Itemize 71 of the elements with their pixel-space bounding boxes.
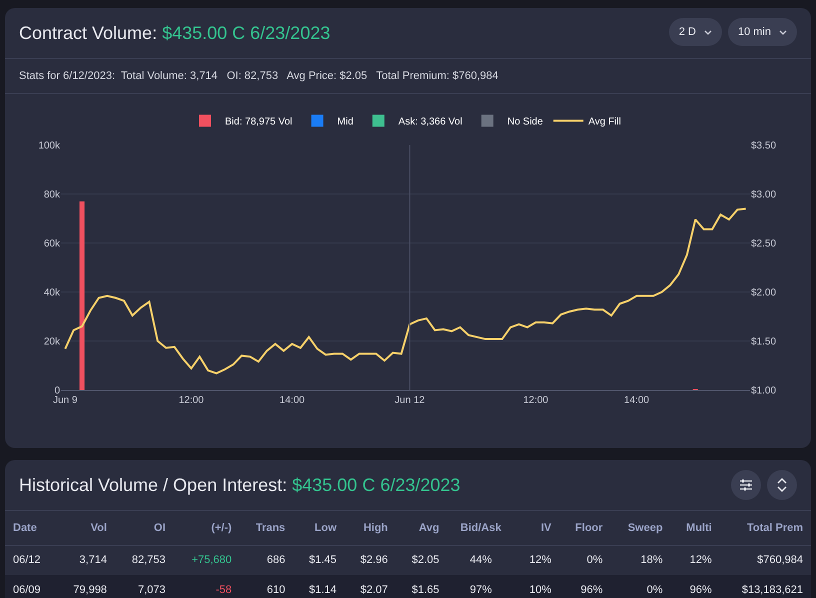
x-tick-label: 14:00 [280,395,306,406]
text: 82,753 [132,554,166,566]
text: 0% [586,554,603,566]
legend-label: Avg Fill [588,116,621,128]
text: $1.45 [309,554,337,566]
y-tick-label: 20k [44,336,61,348]
text: +75,680 [192,554,232,566]
y2-tick-label: $1.50 [751,336,776,348]
text: $2.07 [360,584,388,596]
chart-subtitle: Stats for 6/12/2023: Total Volume: 3,714 OI: 82,753 Avg Price: $2.05 Total Premium: $760,984 [5,59,811,94]
y2-tick-label: $1.00 [751,386,776,396]
text: 10 min [738,26,771,38]
text: 12% [690,554,712,566]
line-series [64,208,747,374]
y-tick-label: 60k [44,238,61,250]
text: $13,183,621 [742,584,803,596]
legend-label: Bid: 78,975 Vol [225,116,292,128]
text: Historical Volume / Open Interest: $435.00 C 6/23/2023 [19,474,460,496]
y-tick-label: 100k [38,140,61,152]
text: 3,714 [79,554,107,566]
x-tick-label: 12:00 [178,395,204,406]
text: $2.05 [412,554,440,566]
category-label: Total Prem [720,511,811,545]
text: 96% [580,584,603,596]
text: 79,998 [73,584,107,596]
y2-tick-label: $3.50 [751,140,776,152]
text: 10% [529,584,552,596]
category-label: (+/-) [174,511,240,545]
legend-label: Ask: 3,366 Vol [398,116,462,128]
text: 97% [470,584,492,596]
text: 06/12 [13,554,41,566]
category-label: Floor [559,511,611,545]
x-tick-label: Jun 12 [394,395,426,406]
text: $1.14 [309,584,337,596]
category-label: OI [114,511,174,545]
text: 96% [690,584,712,596]
category-label: Sweep [610,511,671,545]
chart-title: Contract Volume: $435.00 C 6/23/2023 [19,22,330,44]
category-label: Date [5,511,56,545]
category-label: Multi [670,511,720,545]
y2-tick-label: $2.00 [751,288,776,298]
category-label: Bid/Ask [447,511,514,545]
y-tick-label: 40k [44,288,61,298]
text: 18% [640,554,663,566]
text: 44% [470,554,492,566]
text: 06/09 [13,584,41,596]
y2-tick-label: $3.00 [751,190,776,200]
legend-label: No Side [507,116,544,128]
x-tick-label: 12:00 [523,395,549,406]
category-label: Trans [240,511,294,545]
text: 610 [266,584,286,596]
text: 686 [266,554,286,566]
text: 2 D [678,26,696,38]
category-label: Avg [396,511,448,545]
y-tick-label: 80k [44,190,61,200]
x-tick-label: 14:00 [624,395,650,406]
category-label: Vol [56,511,115,545]
text: 7,073 [138,584,166,596]
x-tick-label: Jun 9 [52,395,78,406]
text: $2.96 [360,554,388,566]
category-label: High [344,511,396,545]
text: -58 [216,584,232,596]
category-label: Low [293,511,345,545]
text: 0% [646,584,663,596]
text: 12% [529,554,552,566]
text: $760,984 [757,554,803,566]
text: $1.65 [412,584,440,596]
y-tick-label: 0 [54,386,60,396]
y2-tick-label: $2.50 [751,238,776,250]
category-label: IV [514,511,560,545]
legend-label: Mid [337,116,354,128]
